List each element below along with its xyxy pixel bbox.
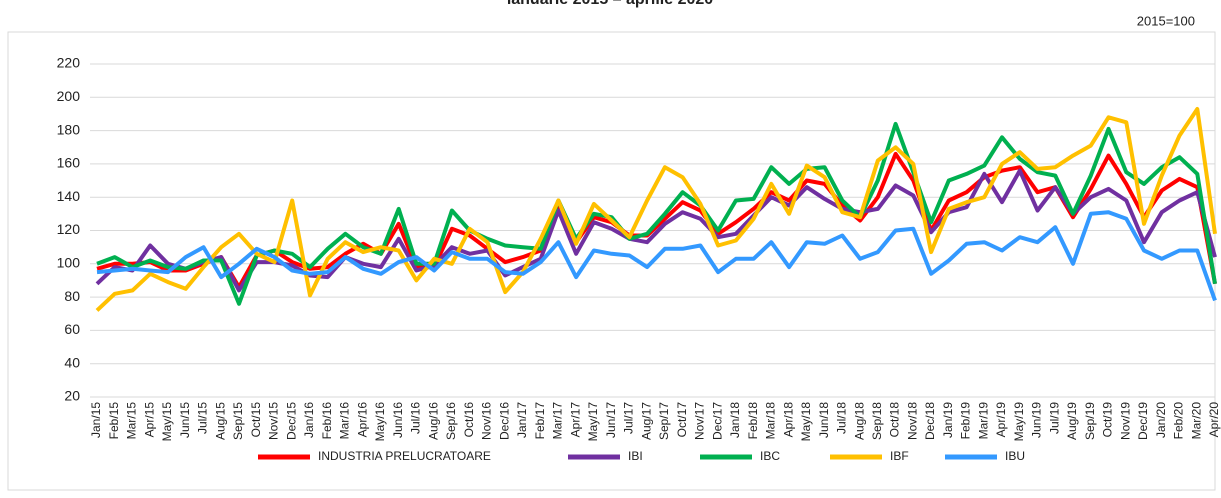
y-tick-label: 140 xyxy=(57,188,81,204)
x-tick-label: Mar/16 xyxy=(338,402,352,440)
x-tick-label: Jun/18 xyxy=(817,402,831,438)
x-tick-label: Aug/19 xyxy=(1065,402,1079,440)
y-tick-label: 60 xyxy=(64,321,80,337)
series-line xyxy=(96,210,1217,302)
x-tick-label: Jan/19 xyxy=(941,402,955,438)
x-tick-label: May/19 xyxy=(1012,402,1026,442)
y-tick-label: 180 xyxy=(57,121,81,137)
x-tick-label: Jan/16 xyxy=(302,402,316,438)
x-tick-label: Jul/17 xyxy=(622,402,636,434)
x-tick-label: Nov/15 xyxy=(267,402,281,440)
legend-label: IBU xyxy=(1005,449,1025,463)
y-tick-label: 120 xyxy=(57,221,81,237)
x-tick-label: Jun/19 xyxy=(1030,402,1044,438)
x-tick-label: Oct/15 xyxy=(249,402,263,438)
x-tick-label: Feb/19 xyxy=(959,402,973,440)
x-tick-label: Apr/18 xyxy=(781,402,795,438)
legend-label: INDUSTRIA PRELUCRATOARE xyxy=(318,449,491,463)
x-tick-label: Sep/19 xyxy=(1083,402,1097,440)
x-tick-label: Mar/17 xyxy=(551,402,565,440)
x-tick-label: Nov/18 xyxy=(905,402,919,440)
x-tick-label: Dec/15 xyxy=(284,402,298,440)
x-tick-label: Jan/15 xyxy=(89,402,103,438)
x-tick-label: Apr/15 xyxy=(142,402,156,438)
x-tick-label: Feb/16 xyxy=(320,402,334,440)
x-tick-label: Aug/15 xyxy=(213,402,227,440)
x-tick-label: Feb/18 xyxy=(746,402,760,440)
x-tick-label: Jan/18 xyxy=(728,402,742,438)
x-tick-label: Apr/20 xyxy=(1207,402,1221,438)
x-tick-label: Mar/20 xyxy=(1189,402,1203,440)
x-tick-label: Apr/17 xyxy=(568,402,582,438)
x-tick-label: May/15 xyxy=(160,402,174,442)
legend-label: IBF xyxy=(890,449,909,463)
x-tick-label: Oct/17 xyxy=(675,402,689,438)
x-tick-label: May/16 xyxy=(373,402,387,442)
x-tick-label: May/18 xyxy=(799,402,813,442)
legend-label: IBI xyxy=(628,449,643,463)
x-tick-label: Jun/17 xyxy=(604,402,618,438)
x-tick-label: May/17 xyxy=(586,402,600,442)
y-tick-label: 40 xyxy=(64,354,80,370)
x-tick-label: Mar/18 xyxy=(764,402,778,440)
x-tick-label: Dec/19 xyxy=(1136,402,1150,440)
x-tick-label: Aug/16 xyxy=(426,402,440,440)
x-tick-label: Sep/17 xyxy=(657,402,671,440)
x-tick-label: Jun/16 xyxy=(391,402,405,438)
x-tick-label: Jul/19 xyxy=(1047,402,1061,434)
x-tick-label: Jul/16 xyxy=(409,402,423,434)
x-tick-label: Dec/18 xyxy=(923,402,937,440)
x-tick-label: Oct/19 xyxy=(1101,402,1115,438)
x-tick-label: Dec/17 xyxy=(710,402,724,440)
x-tick-label: Nov/19 xyxy=(1118,402,1132,440)
series-line xyxy=(95,107,1217,312)
x-tick-label: Dec/16 xyxy=(497,402,511,440)
y-tick-label: 220 xyxy=(57,55,81,71)
x-tick-label: Mar/15 xyxy=(125,402,139,440)
x-tick-label: Apr/19 xyxy=(994,402,1008,438)
x-tick-label: Sep/18 xyxy=(870,402,884,440)
chart-title: ianuarie 2015 – aprilie 2020 xyxy=(507,0,713,8)
x-tick-label: Oct/16 xyxy=(462,402,476,438)
x-tick-label: Jan/17 xyxy=(515,402,529,438)
x-tick-label: Nov/16 xyxy=(480,402,494,440)
y-tick-label: 20 xyxy=(64,388,80,404)
x-tick-label: Sep/15 xyxy=(231,402,245,440)
x-tick-label: Jul/15 xyxy=(196,402,210,434)
x-tick-label: Oct/18 xyxy=(888,402,902,438)
legend-label: IBC xyxy=(760,449,780,463)
y-tick-label: 200 xyxy=(57,88,81,104)
y-tick-label: 80 xyxy=(64,288,80,304)
chart-subtitle: 2015=100 xyxy=(1137,13,1195,28)
x-tick-label: Mar/19 xyxy=(976,402,990,440)
x-tick-label: Jan/20 xyxy=(1154,402,1168,438)
x-tick-label: Nov/17 xyxy=(693,402,707,440)
y-tick-label: 160 xyxy=(57,155,81,171)
x-tick-label: Jun/15 xyxy=(178,402,192,438)
x-tick-label: Aug/17 xyxy=(639,402,653,440)
x-tick-label: Feb/15 xyxy=(107,402,121,440)
series-line xyxy=(96,151,1217,290)
series-line xyxy=(96,121,1217,306)
y-tick-label: 100 xyxy=(57,255,81,271)
x-tick-label: Apr/16 xyxy=(355,402,369,438)
x-tick-label: Feb/20 xyxy=(1172,402,1186,440)
x-tick-label: Jul/18 xyxy=(835,402,849,434)
x-tick-label: Aug/18 xyxy=(852,402,866,440)
x-tick-label: Feb/17 xyxy=(533,402,547,440)
chart-frame xyxy=(7,31,1216,491)
x-tick-label: Sep/16 xyxy=(444,402,458,440)
